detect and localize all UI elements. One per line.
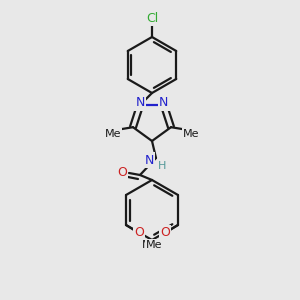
- Text: O: O: [160, 226, 170, 239]
- Text: O: O: [134, 226, 144, 239]
- Text: Me: Me: [142, 240, 158, 250]
- Text: Me: Me: [105, 129, 121, 139]
- Text: Me: Me: [146, 240, 162, 250]
- Text: N: N: [136, 96, 145, 109]
- Text: H: H: [158, 161, 166, 171]
- Text: O: O: [117, 166, 127, 178]
- Text: N: N: [159, 96, 168, 109]
- Text: Me: Me: [183, 129, 199, 139]
- Text: N: N: [144, 154, 154, 166]
- Text: Cl: Cl: [146, 11, 158, 25]
